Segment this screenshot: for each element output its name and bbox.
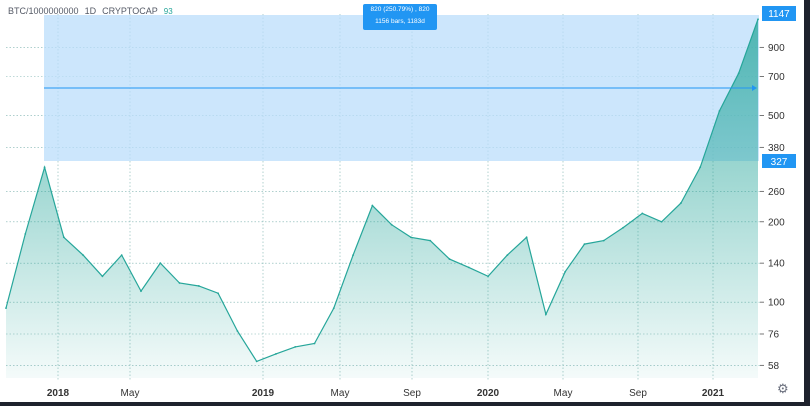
data-point [294, 345, 297, 348]
measure-tooltip-line2: 1156 bars, 1183d [375, 18, 425, 25]
data-point [352, 254, 354, 257]
symbol-header: BTC/1000000000 1D CRYPTOCAP 93 [8, 6, 173, 16]
time-tick-label: 2018 [47, 388, 70, 399]
range-start-label-bg [762, 154, 796, 168]
time-tick-label: May [331, 388, 350, 399]
data-point [525, 236, 528, 239]
data-point [622, 226, 624, 229]
data-point [718, 110, 721, 112]
price-tick-label: 380 [768, 143, 785, 154]
data-point [332, 307, 335, 310]
range-start-label: 327 [771, 157, 788, 168]
window-edge [804, 0, 810, 406]
data-point [757, 18, 759, 21]
price-tick-label: 76 [768, 329, 780, 340]
data-point [197, 285, 200, 287]
time-tick-label: Sep [403, 388, 421, 399]
data-point [275, 353, 277, 355]
data-point [120, 254, 123, 257]
data-point [487, 275, 489, 278]
time-tick-label: Sep [629, 388, 647, 399]
data-point [5, 307, 7, 310]
data-point [101, 275, 104, 278]
data-point [178, 282, 181, 284]
data-point [159, 262, 162, 265]
data-point [236, 330, 239, 332]
time-tick-label: 2020 [477, 388, 500, 399]
data-point [371, 204, 374, 207]
price-tick-label: 200 [768, 217, 785, 228]
measure-tooltip: 820 (250.79%) , 820 1156 bars, 1183d [363, 4, 437, 30]
data-point [602, 239, 605, 242]
price-tick-label: 100 [768, 298, 785, 309]
data-point [699, 166, 702, 169]
measure-arrow-icon [752, 85, 757, 91]
data-point [390, 223, 393, 226]
price-area-fill [6, 19, 758, 378]
symbol-ticker[interactable]: BTC/1000000000 [8, 6, 79, 16]
time-tick-label: May [554, 388, 573, 399]
data-point [217, 292, 220, 295]
data-point [679, 202, 682, 204]
price-tick-label: 140 [768, 259, 785, 270]
current-price-label: 1147 [768, 9, 790, 20]
price-axis[interactable]: 900 700 500 380 260 200 140 100 76 58 [760, 43, 785, 372]
price-tick-label: 260 [768, 187, 785, 198]
data-point [429, 239, 432, 242]
time-tick-label: 2021 [702, 388, 725, 399]
time-tick-label: 2019 [252, 388, 275, 399]
data-point [564, 270, 567, 273]
price-axis-bg[interactable] [760, 0, 804, 380]
data-point [544, 313, 547, 316]
data-point [410, 236, 412, 239]
data-point [506, 254, 509, 257]
data-point [255, 360, 258, 363]
price-tick-label: 900 [768, 43, 785, 54]
price-tick-label: 700 [768, 72, 785, 83]
data-point [82, 254, 85, 257]
price-line [5, 18, 759, 363]
symbol-exchange: CRYPTOCAP [102, 6, 158, 16]
price-area-series [5, 18, 759, 378]
window-edge-bottom [0, 402, 810, 406]
measure-tooltip-line1: 820 (250.79%) , 820 [370, 6, 430, 13]
data-point [313, 342, 316, 345]
gear-icon[interactable]: ⚙ [777, 381, 789, 396]
symbol-interval[interactable]: 1D [84, 6, 97, 16]
live-indicator: 93 [163, 6, 173, 16]
data-point [660, 220, 663, 223]
data-point [583, 243, 586, 245]
data-point [43, 166, 46, 169]
price-tick-label: 500 [768, 111, 785, 122]
time-axis[interactable]: 2018 May 2019 May Sep 2020 May Sep 2021 [47, 388, 725, 399]
data-point [641, 212, 644, 215]
time-tick-label: May [121, 388, 140, 399]
data-point [62, 236, 65, 239]
current-price-label-bg [762, 6, 796, 21]
data-point [24, 233, 27, 235]
data-point [448, 258, 451, 260]
data-point [140, 290, 142, 293]
data-point [467, 266, 470, 269]
price-tick-label: 58 [768, 361, 780, 372]
data-point [737, 72, 740, 75]
